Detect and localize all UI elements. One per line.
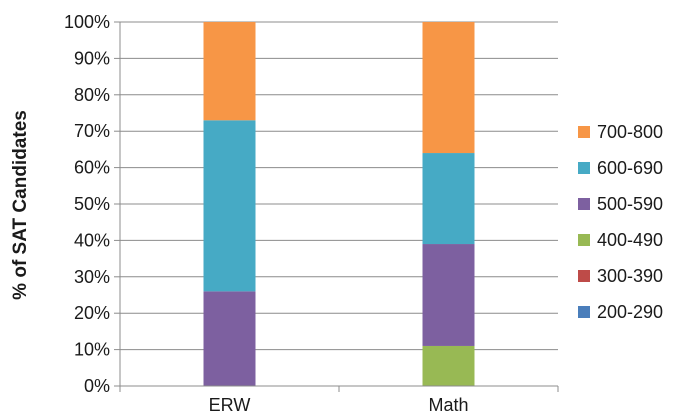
- y-tick-label: 70%: [74, 121, 110, 141]
- legend-swatch: [578, 198, 590, 210]
- gridlines: [114, 21, 558, 387]
- bar-segment: [422, 22, 475, 154]
- y-tick-label: 10%: [74, 340, 110, 360]
- y-tick-label: 90%: [74, 48, 110, 68]
- y-axis-title: % of SAT Candidates: [10, 110, 31, 300]
- legend-swatch: [578, 234, 590, 246]
- bar-segment: [422, 244, 475, 346]
- bar-segment: [203, 291, 256, 386]
- legend-label: 500-590: [597, 194, 663, 214]
- bar-segment: [422, 345, 475, 386]
- bars: [203, 22, 475, 386]
- y-tick-label: 0%: [84, 376, 110, 396]
- x-tick-label: ERW: [209, 395, 251, 415]
- axes: [119, 22, 559, 392]
- legend-label: 700-800: [597, 122, 663, 142]
- legend-swatch: [578, 270, 590, 282]
- y-tick-label: 30%: [74, 267, 110, 287]
- y-tick-label: 20%: [74, 303, 110, 323]
- legend-label: 200-290: [597, 302, 663, 322]
- legend-swatch: [578, 126, 590, 138]
- bar-segment: [203, 22, 256, 121]
- bar-segment: [203, 120, 256, 292]
- x-tick-label: Math: [428, 395, 468, 415]
- legend-swatch: [578, 306, 590, 318]
- legend: 700-800 600-690 500-590 400-490 300-390 200-2…: [578, 122, 663, 322]
- y-tick-label: 50%: [74, 194, 110, 214]
- y-tick-label: 80%: [74, 85, 110, 105]
- y-tick-labels: 0% 10% 20% 30% 40% 50% 60% 70% 80% 90% 100%: [64, 12, 110, 396]
- legend-label: 300-390: [597, 266, 663, 286]
- legend-label: 600-690: [597, 158, 663, 178]
- y-tick-label: 100%: [64, 12, 110, 32]
- y-tick-label: 60%: [74, 158, 110, 178]
- legend-swatch: [578, 162, 590, 174]
- bar-segment: [422, 153, 475, 245]
- x-tick-labels: ERW Math: [209, 395, 469, 415]
- y-tick-label: 40%: [74, 230, 110, 250]
- legend-label: 400-490: [597, 230, 663, 250]
